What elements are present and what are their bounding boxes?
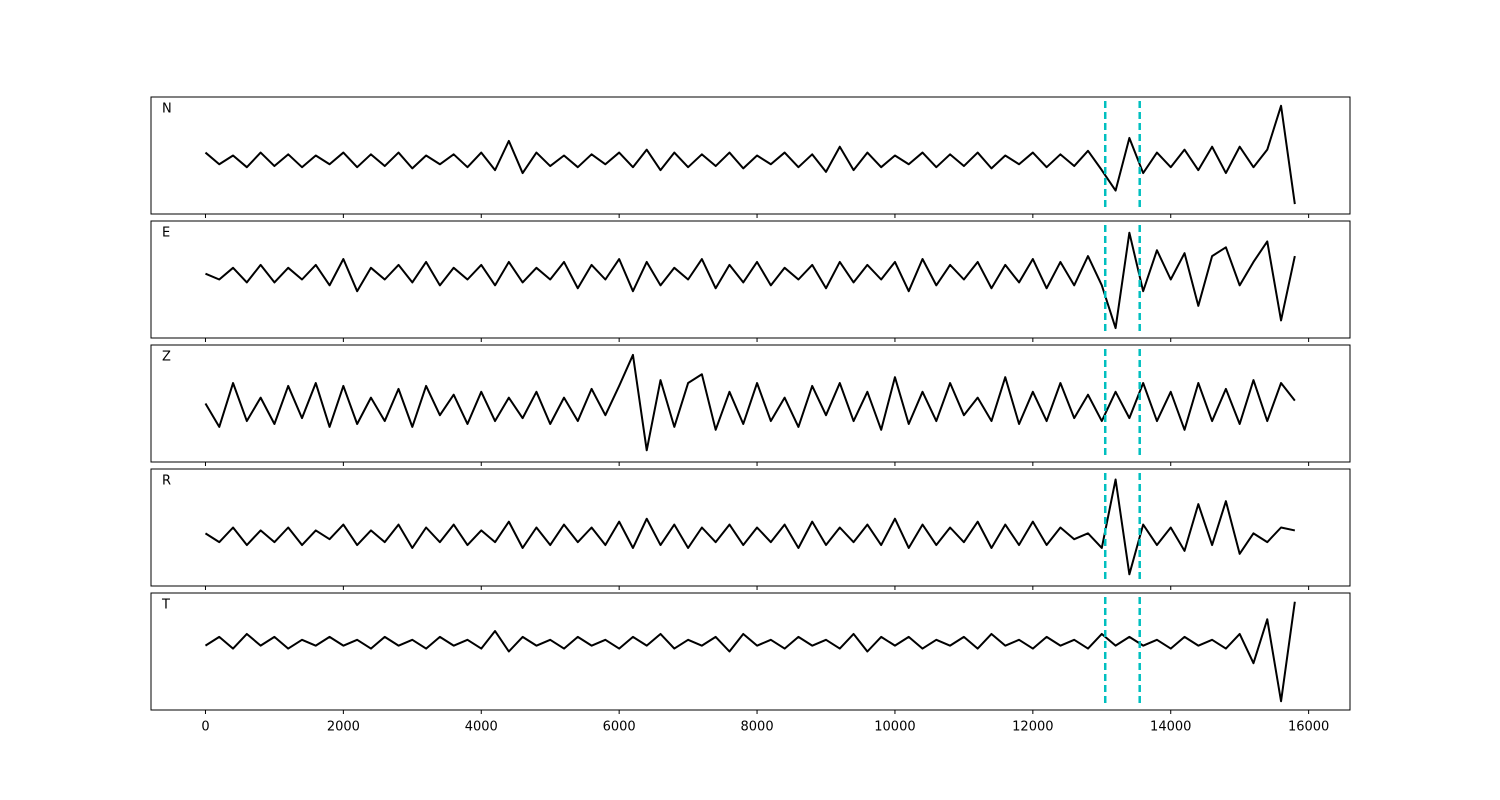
- panel-label: T: [161, 598, 170, 613]
- panel-frame: [150, 592, 1351, 711]
- trace: [204, 601, 1296, 703]
- panel-frame: [150, 468, 1351, 587]
- panel-label: Z: [162, 350, 171, 365]
- panel-frame: [150, 96, 1351, 215]
- x-tick-label: 12000: [1012, 720, 1053, 735]
- x-tick-label: 0: [201, 720, 209, 735]
- x-tick-label: 2000: [327, 720, 360, 735]
- panel-label: N: [162, 102, 172, 117]
- trace: [204, 104, 1296, 205]
- panel-frame: [150, 344, 1351, 463]
- x-tick-label: 14000: [1150, 720, 1191, 735]
- panel-label: E: [162, 226, 170, 241]
- panel-frame: [150, 220, 1351, 339]
- x-tick-label: 10000: [874, 720, 915, 735]
- x-tick-label: 8000: [741, 720, 774, 735]
- x-tick-label: 16000: [1288, 720, 1329, 735]
- trace: [205, 231, 1296, 330]
- trace: [204, 478, 1296, 576]
- trace: [204, 353, 1296, 452]
- x-tick-label: 6000: [603, 720, 636, 735]
- panel-label: R: [162, 474, 171, 489]
- x-tick-label: 4000: [465, 720, 498, 735]
